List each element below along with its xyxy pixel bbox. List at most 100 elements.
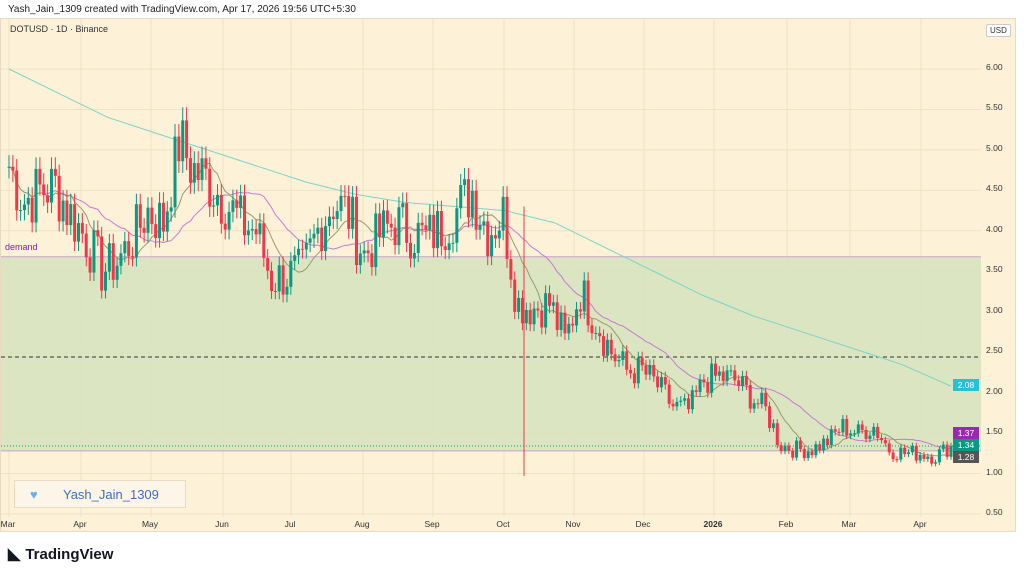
candle (814, 444, 818, 456)
candle (710, 363, 714, 393)
candle (544, 293, 548, 328)
tradingview-icon: ◣ (8, 546, 21, 563)
candle (756, 403, 760, 405)
candle (721, 371, 725, 381)
candle (455, 208, 459, 243)
candle (262, 223, 266, 258)
candle (316, 227, 320, 234)
candle (111, 243, 115, 280)
candle (621, 351, 625, 361)
candle (829, 429, 833, 446)
y-tick-label: 2.00 (986, 385, 1003, 396)
candle (536, 308, 540, 311)
candle (594, 333, 598, 335)
candle (949, 445, 953, 457)
candle (308, 238, 312, 243)
candle (578, 309, 582, 312)
candle (586, 280, 590, 326)
candle (810, 451, 814, 456)
candle (246, 230, 250, 236)
candle (841, 418, 845, 433)
x-tick-label: Mar (0, 519, 16, 529)
y-tick-label: 1.50 (986, 426, 1003, 437)
candle (632, 373, 636, 384)
candle (362, 250, 366, 254)
candle (320, 227, 324, 252)
candle (389, 223, 393, 228)
candle (223, 223, 227, 230)
candle (671, 403, 675, 407)
candle (327, 216, 331, 227)
candle (370, 253, 374, 268)
candle (324, 226, 328, 252)
candle (795, 440, 799, 458)
candle (7, 166, 11, 168)
candle (65, 200, 69, 226)
candle (818, 444, 822, 451)
candle (852, 433, 856, 435)
candle (652, 365, 656, 377)
candle (775, 423, 779, 446)
tradingview-logo[interactable]: ◣ TradingView (8, 545, 114, 564)
y-tick-label: 5.00 (986, 142, 1003, 153)
candle (123, 241, 127, 254)
candle (602, 336, 606, 356)
x-tick-label: Apr (73, 519, 87, 529)
candle (883, 440, 887, 444)
candle (517, 298, 521, 312)
candle (914, 445, 918, 461)
candle (764, 392, 768, 407)
candle (779, 445, 783, 452)
candle (239, 195, 243, 208)
currency-button[interactable]: USD (986, 24, 1011, 37)
x-tick-label: Aug (354, 519, 370, 529)
candle (258, 223, 262, 235)
candle (432, 214, 436, 249)
candle (300, 248, 304, 250)
candle (270, 270, 274, 292)
candle (741, 376, 745, 387)
candle (760, 392, 764, 405)
candle (648, 365, 652, 375)
ma200-price-tag: 2.08 (953, 379, 979, 391)
candle (293, 255, 297, 261)
candle (659, 377, 663, 388)
candle (478, 225, 482, 230)
candle (134, 204, 138, 258)
candle (192, 163, 196, 183)
candle (46, 195, 50, 203)
candle (49, 168, 53, 203)
candle (312, 233, 316, 239)
candle (335, 211, 339, 219)
candle (339, 195, 343, 212)
candle (34, 168, 38, 223)
candle (131, 256, 135, 258)
candle (725, 370, 729, 381)
candle (690, 390, 694, 410)
x-tick-label: 2026 (703, 519, 723, 529)
candle (551, 302, 555, 306)
candle (219, 194, 223, 224)
chart-area[interactable] (0, 18, 1016, 532)
watermark: Yash_Jain_1309 (14, 480, 186, 508)
candle (76, 223, 80, 242)
candle (714, 363, 717, 376)
candle (470, 190, 474, 218)
price-chart[interactable] (1, 19, 1017, 533)
candle (675, 401, 679, 407)
candle (910, 445, 914, 453)
candle (405, 203, 409, 243)
candle (872, 426, 876, 436)
candle (165, 211, 169, 232)
candle (644, 365, 648, 375)
candle (447, 243, 451, 250)
candle (605, 339, 609, 356)
y-tick-label: 3.00 (986, 304, 1003, 315)
candle (555, 302, 559, 330)
candle (744, 376, 748, 386)
candle (92, 230, 96, 273)
candle (436, 211, 440, 249)
candle (119, 253, 123, 266)
x-tick-label: Nov (565, 519, 581, 529)
candle (907, 452, 911, 455)
